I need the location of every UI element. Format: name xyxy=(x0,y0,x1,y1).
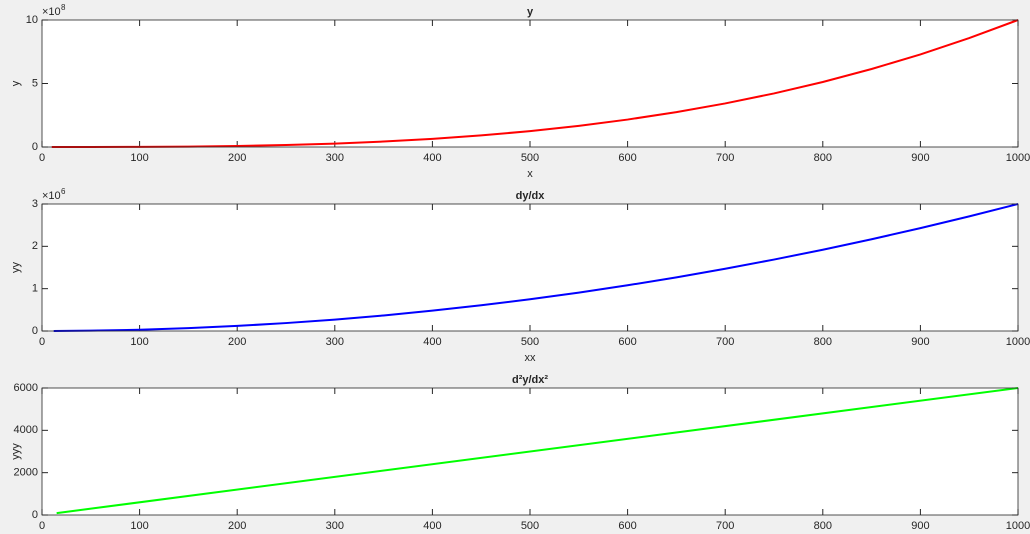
axes-box xyxy=(41,203,1019,332)
plot-area xyxy=(42,20,1018,147)
y-axis-label: yy xyxy=(10,262,22,274)
y-multiplier: ×10 xyxy=(42,190,61,202)
axes-box xyxy=(41,387,1019,516)
y-tick-label: 10 xyxy=(26,14,38,26)
x-tick-label: 800 xyxy=(814,336,832,348)
y-exponent: 6 xyxy=(61,187,66,196)
y-tick-label: 0 xyxy=(32,509,38,521)
x-tick-label: 200 xyxy=(228,336,246,348)
y-tick-label: 4000 xyxy=(14,424,38,436)
x-tick-label: 500 xyxy=(521,520,539,532)
axes-box xyxy=(41,19,1019,148)
y-tick-label: 2 xyxy=(32,240,38,252)
x-tick-label: 300 xyxy=(326,336,344,348)
x-tick-label: 100 xyxy=(130,152,148,164)
x-tick-label: 300 xyxy=(326,152,344,164)
x-tick-label: 100 xyxy=(130,520,148,532)
y-tick-label: 2000 xyxy=(14,467,38,479)
x-tick-label: 600 xyxy=(618,336,636,348)
x-tick-label: 400 xyxy=(423,520,441,532)
x-tick-label: 600 xyxy=(618,152,636,164)
x-tick-label: 0 xyxy=(39,520,45,532)
title: y xyxy=(527,6,534,18)
x-axis-label: x xyxy=(527,168,533,180)
x-tick-label: 800 xyxy=(814,520,832,532)
x-tick-label: 1000 xyxy=(1006,336,1030,348)
x-tick-label: 200 xyxy=(228,520,246,532)
x-tick-label: 100 xyxy=(130,336,148,348)
data-line xyxy=(56,387,1019,515)
x-tick-label: 800 xyxy=(814,152,832,164)
x-tick-label: 500 xyxy=(521,336,539,348)
y-tick-label: 3 xyxy=(32,198,38,210)
y-tick-label: 0 xyxy=(32,325,38,337)
y-tick-label: 0 xyxy=(32,141,38,153)
x-axis-label: xx xyxy=(525,352,537,364)
x-tick-label: 700 xyxy=(716,336,734,348)
y-exponent: 8 xyxy=(61,3,66,12)
data-line xyxy=(53,203,1019,332)
x-tick-label: 300 xyxy=(326,520,344,532)
y-tick-label: 1 xyxy=(32,283,38,295)
y-tick-label: 6000 xyxy=(14,382,38,394)
x-tick-label: 1000 xyxy=(1006,152,1030,164)
x-tick-label: 400 xyxy=(423,336,441,348)
x-tick-label: 900 xyxy=(911,336,929,348)
x-tick-label: 0 xyxy=(39,336,45,348)
y-axis-label: yyy xyxy=(10,443,22,460)
title: d²y/dx² xyxy=(512,374,548,386)
x-tick-label: 200 xyxy=(228,152,246,164)
title: dy/dx xyxy=(516,190,546,202)
x-tick-label: 400 xyxy=(423,152,441,164)
data-line xyxy=(51,19,1019,148)
x-tick-label: 1000 xyxy=(1006,520,1030,532)
x-tick-label: 700 xyxy=(716,520,734,532)
x-tick-label: 900 xyxy=(911,520,929,532)
x-tick-label: 600 xyxy=(618,520,636,532)
x-tick-label: 900 xyxy=(911,152,929,164)
x-tick-label: 0 xyxy=(39,152,45,164)
y-tick-label: 5 xyxy=(32,77,38,89)
y-multiplier: ×10 xyxy=(42,6,61,18)
plot-area xyxy=(42,204,1018,331)
y-axis-label: y xyxy=(10,80,22,86)
x-tick-label: 700 xyxy=(716,152,734,164)
x-tick-label: 500 xyxy=(521,152,539,164)
